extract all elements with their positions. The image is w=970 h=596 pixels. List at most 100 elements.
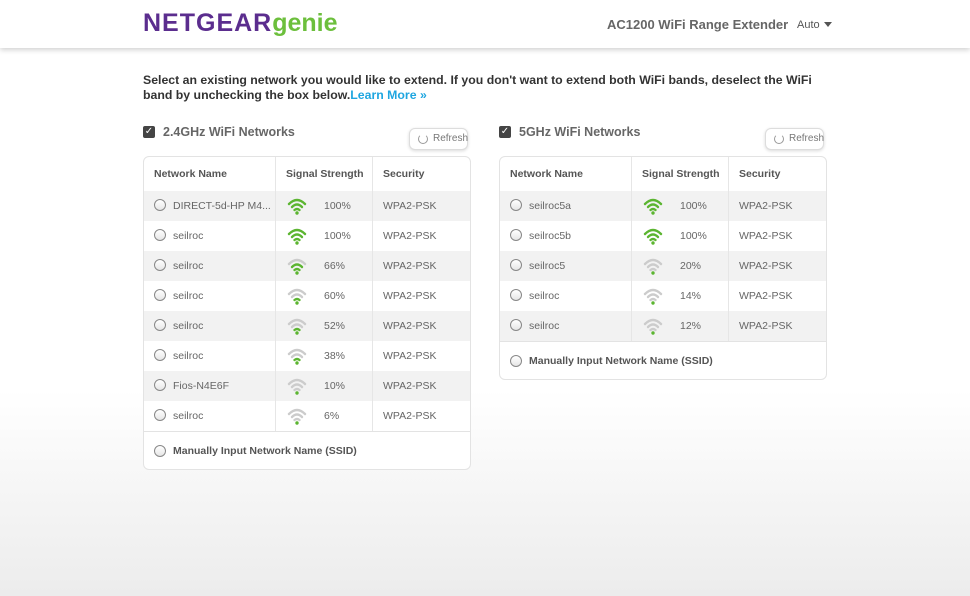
network-row[interactable]: seilroc 38% WPA2-PSK: [144, 341, 470, 371]
refresh-button[interactable]: Refresh: [765, 128, 824, 150]
network-name: seilroc: [529, 320, 560, 332]
signal-percent: 100%: [324, 230, 351, 242]
band-checkbox-24ghz[interactable]: ✓: [143, 126, 155, 138]
manual-ssid-radio[interactable]: [510, 355, 522, 367]
band-title: 5GHz WiFi Networks: [519, 125, 641, 139]
signal-percent: 6%: [324, 410, 340, 422]
network-radio[interactable]: [154, 259, 166, 271]
security-cell: WPA2-PSK: [739, 320, 793, 332]
learn-more-link[interactable]: Learn More »: [350, 87, 427, 102]
network-radio[interactable]: [510, 319, 522, 331]
network-radio[interactable]: [154, 199, 166, 211]
wifi-signal-icon: [286, 287, 308, 305]
network-row[interactable]: Fios-N4E6F 10% WPA2-PSK: [144, 371, 470, 401]
signal-cell: 100%: [632, 221, 729, 251]
wifi-signal-icon: [286, 317, 308, 335]
security-cell: WPA2-PSK: [739, 290, 793, 302]
signal-cell: 52%: [276, 311, 373, 341]
col-security: Security: [739, 168, 781, 180]
intro-message: Select an existing network you would lik…: [143, 73, 812, 102]
network-name-cell: seilroc5a: [500, 191, 632, 221]
product-title: AC1200 WiFi Range Extender: [607, 17, 789, 32]
network-row[interactable]: seilroc5b 100% WPA2-PSK: [500, 221, 826, 251]
signal-cell: 100%: [276, 191, 373, 221]
network-row[interactable]: seilroc 60% WPA2-PSK: [144, 281, 470, 311]
network-name: seilroc: [173, 290, 204, 302]
manual-ssid-label: Manually Input Network Name (SSID): [173, 445, 357, 457]
security-cell: WPA2-PSK: [383, 290, 437, 302]
wifi-signal-icon: [286, 407, 308, 425]
signal-percent: 38%: [324, 350, 346, 362]
signal-percent: 100%: [324, 200, 351, 212]
signal-percent: 60%: [324, 290, 346, 302]
refresh-label: Refresh: [433, 133, 469, 144]
network-row[interactable]: DIRECT-5d-HP M4... 100% WPA2-PSK: [144, 191, 470, 221]
network-row[interactable]: seilroc 66% WPA2-PSK: [144, 251, 470, 281]
network-radio[interactable]: [154, 379, 166, 391]
wifi-signal-icon: [642, 227, 664, 245]
refresh-icon: [774, 134, 784, 144]
band-checkbox-5ghz[interactable]: ✓: [499, 126, 511, 138]
security-cell: WPA2-PSK: [383, 320, 437, 332]
signal-cell: 10%: [276, 371, 373, 401]
netgear-genie-logo: NETGEARgenie: [143, 9, 338, 37]
network-name: seilroc: [529, 290, 560, 302]
network-name: seilroc: [173, 230, 204, 242]
network-radio[interactable]: [510, 229, 522, 241]
network-table-24ghz: Network Name Signal Strength Security DI…: [143, 156, 471, 470]
network-name: Fios-N4E6F: [173, 380, 230, 392]
network-row[interactable]: seilroc 52% WPA2-PSK: [144, 311, 470, 341]
security-cell: WPA2-PSK: [383, 410, 437, 422]
top-header: NETGEARgenie AC1200 WiFi Range Extender …: [0, 0, 970, 48]
network-radio[interactable]: [154, 319, 166, 331]
network-name-cell: seilroc5: [500, 251, 632, 281]
signal-percent: 20%: [680, 260, 702, 272]
network-radio[interactable]: [154, 229, 166, 241]
network-row[interactable]: seilroc 14% WPA2-PSK: [500, 281, 826, 311]
manual-ssid-radio[interactable]: [154, 445, 166, 457]
wifi-signal-icon: [642, 257, 664, 275]
language-dropdown[interactable]: Auto: [797, 19, 832, 31]
network-row[interactable]: seilroc 6% WPA2-PSK: [144, 401, 470, 431]
caret-down-icon: [823, 22, 832, 27]
col-security: Security: [383, 168, 425, 180]
network-name-cell: seilroc: [144, 251, 276, 281]
network-name-cell: seilroc: [144, 341, 276, 371]
manual-ssid-label: Manually Input Network Name (SSID): [529, 355, 713, 367]
network-row[interactable]: seilroc5a 100% WPA2-PSK: [500, 191, 826, 221]
signal-cell: 100%: [276, 221, 373, 251]
signal-cell: 60%: [276, 281, 373, 311]
manual-ssid-option[interactable]: Manually Input Network Name (SSID): [144, 431, 470, 469]
table-header: Network Name Signal Strength Security: [144, 157, 470, 191]
network-name: seilroc5: [529, 260, 566, 272]
network-radio[interactable]: [154, 349, 166, 361]
network-radio[interactable]: [154, 289, 166, 301]
network-radio[interactable]: [510, 259, 522, 271]
wifi-signal-icon: [286, 257, 308, 275]
refresh-button[interactable]: Refresh: [409, 128, 468, 150]
manual-ssid-option[interactable]: Manually Input Network Name (SSID): [500, 341, 826, 379]
col-network-name: Network Name: [500, 157, 632, 191]
signal-percent: 12%: [680, 320, 702, 332]
network-name: DIRECT-5d-HP M4...: [173, 200, 271, 212]
security-cell: WPA2-PSK: [383, 350, 437, 362]
intro-text: Select an existing network you would lik…: [143, 73, 823, 102]
network-name-cell: Fios-N4E6F: [144, 371, 276, 401]
signal-cell: 12%: [632, 311, 729, 341]
network-row[interactable]: seilroc 12% WPA2-PSK: [500, 311, 826, 341]
network-radio[interactable]: [510, 199, 522, 211]
network-name-cell: seilroc5b: [500, 221, 632, 251]
security-cell: WPA2-PSK: [383, 380, 437, 392]
network-row[interactable]: seilroc5 20% WPA2-PSK: [500, 251, 826, 281]
table-header: Network Name Signal Strength Security: [500, 157, 826, 191]
security-cell: WPA2-PSK: [739, 200, 793, 212]
network-radio[interactable]: [154, 409, 166, 421]
refresh-label: Refresh: [789, 133, 825, 144]
wifi-signal-icon: [642, 317, 664, 335]
security-cell: WPA2-PSK: [739, 230, 793, 242]
network-name-cell: seilroc: [144, 221, 276, 251]
network-name-cell: seilroc: [144, 311, 276, 341]
signal-percent: 66%: [324, 260, 346, 272]
network-radio[interactable]: [510, 289, 522, 301]
network-row[interactable]: seilroc 100% WPA2-PSK: [144, 221, 470, 251]
